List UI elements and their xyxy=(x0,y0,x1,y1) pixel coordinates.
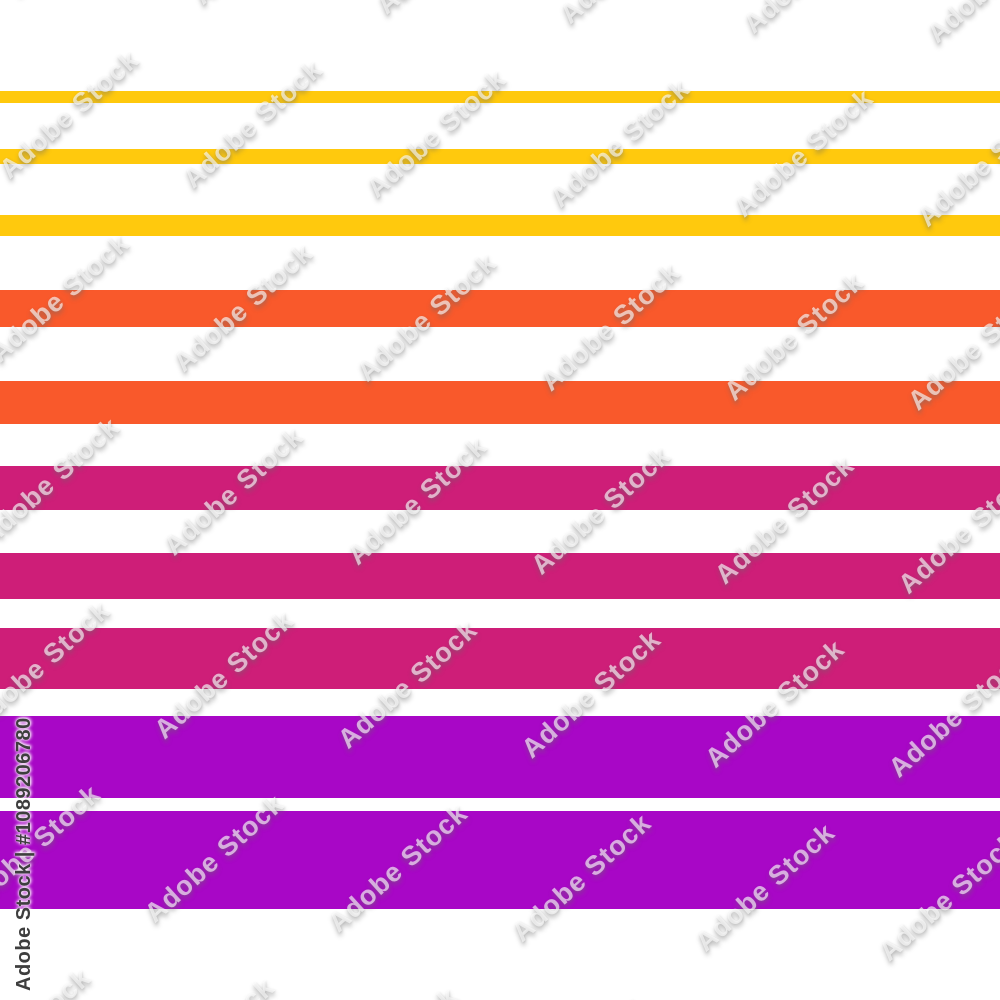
stripe-purple-1 xyxy=(0,716,1000,798)
stripe-yellow-2 xyxy=(0,149,1000,164)
stripe-yellow-3 xyxy=(0,215,1000,236)
stripe-orange-1 xyxy=(0,290,1000,327)
stripe-magenta-1 xyxy=(0,466,1000,510)
stripe-purple-2 xyxy=(0,811,1000,909)
stock-id-watermark: Adobe Stock | #1089206780 xyxy=(13,717,35,991)
stripe-magenta-2 xyxy=(0,553,1000,599)
stripe-yellow-1 xyxy=(0,91,1000,103)
stripe-magenta-3 xyxy=(0,628,1000,689)
stripe-orange-2 xyxy=(0,381,1000,424)
